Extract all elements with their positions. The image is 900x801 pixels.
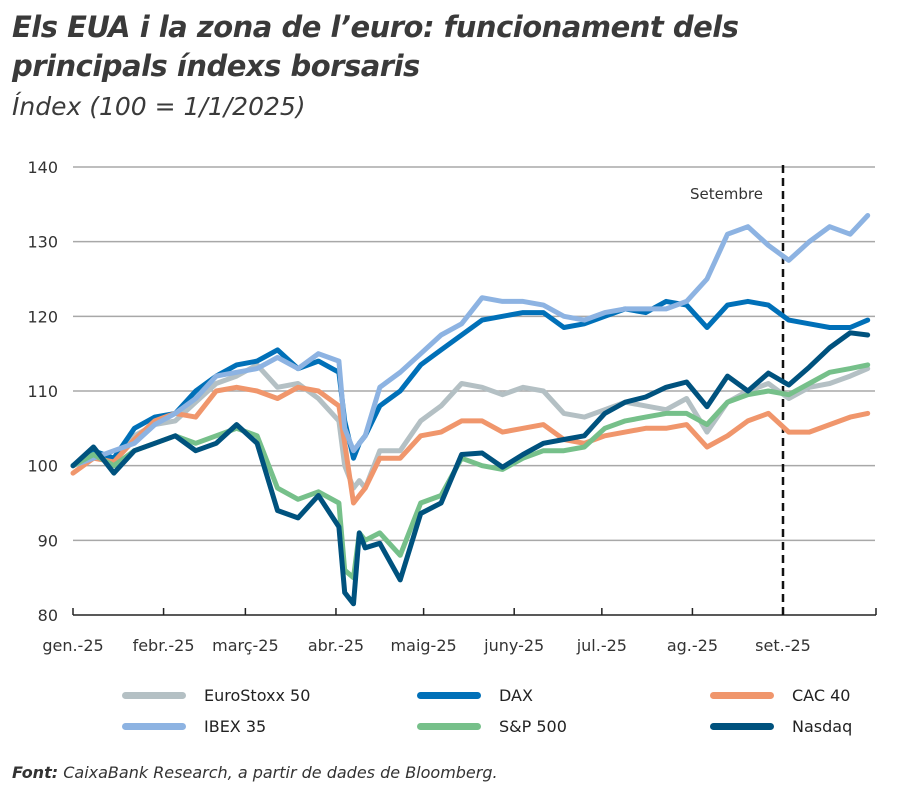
y-tick-label: 110 [27, 382, 58, 401]
legend-label: DAX [499, 686, 533, 705]
source-label: Font: [12, 763, 59, 782]
source-text: CaixaBank Research, a partir de dades de… [63, 763, 498, 782]
legend-label: Nasdaq [792, 717, 853, 736]
series-line-ibex-35 [70, 213, 871, 469]
legend-item: DAX [417, 686, 533, 705]
x-tick-label: gen.-25 [42, 636, 103, 655]
series-line-nasdaq [70, 330, 871, 607]
legend-swatch [710, 723, 774, 730]
x-tick-label: febr.-25 [133, 636, 195, 655]
x-tick-label: set.-25 [755, 636, 811, 655]
legend-item: IBEX 35 [122, 717, 266, 736]
y-tick-label: 80 [38, 606, 58, 625]
annotation-label: Setembre [690, 185, 763, 203]
legend-swatch [122, 723, 186, 730]
legend-swatch [122, 692, 186, 699]
y-tick-label: 90 [38, 531, 58, 550]
series-line-eurostoxx-50 [70, 362, 871, 491]
y-tick-label: 120 [27, 307, 58, 326]
legend-item: CAC 40 [710, 686, 850, 705]
x-tick-label: març-25 [212, 636, 279, 655]
legend-label: EuroStoxx 50 [204, 686, 311, 705]
legend-item: Nasdaq [710, 717, 852, 736]
legend-label: IBEX 35 [204, 717, 267, 736]
legend-swatch [417, 692, 481, 699]
legend-label: S&P 500 [499, 717, 567, 736]
series-line-s-p-500 [70, 362, 871, 581]
x-tick-label: juny-25 [483, 636, 544, 655]
x-tick-label: jul.-25 [576, 636, 627, 655]
chart-subtitle: Índex (100 = 1/1/2025) [12, 92, 306, 121]
legend-swatch [417, 723, 481, 730]
x-tick-label: abr.-25 [308, 636, 364, 655]
series-line-cac-40 [70, 384, 871, 506]
source-note: Font: CaixaBank Research, a partir de da… [12, 763, 498, 782]
y-tick-label: 140 [27, 158, 58, 177]
legend-label: CAC 40 [792, 686, 851, 705]
legend-swatch [710, 692, 774, 699]
legend-item: EuroStoxx 50 [122, 686, 310, 705]
chart-title: Els EUA i la zona de l’euro: funcionamen… [12, 10, 739, 83]
legend-item: S&P 500 [417, 717, 567, 736]
y-tick-label: 130 [27, 233, 58, 252]
y-tick-label: 100 [27, 457, 58, 476]
x-tick-label: ag.-25 [667, 636, 718, 655]
x-tick-label: maig-25 [391, 636, 457, 655]
